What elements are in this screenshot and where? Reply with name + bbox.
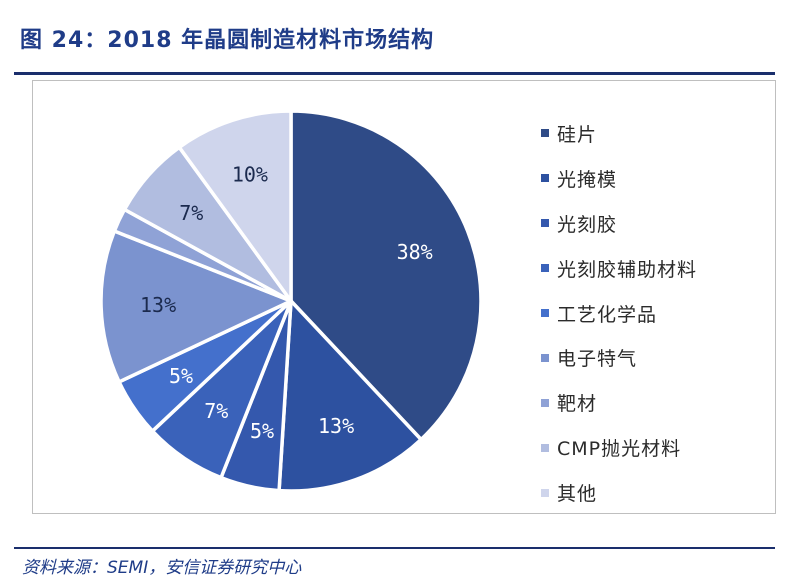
legend-item-9: 其他: [541, 470, 697, 515]
pie-chart: 38% 13% 5% 7% 5% 13% 7% 10%: [99, 109, 483, 493]
legend-swatch: [541, 353, 549, 362]
legend-item-8: CMP抛光材料: [541, 425, 697, 470]
legend-item-4: 光刻胶辅助材料: [541, 246, 697, 291]
legend-label: 光掩模: [557, 168, 618, 191]
slice-label-9: 10%: [232, 163, 268, 187]
legend-item-7: 靶材: [541, 380, 697, 425]
source-note: 资料来源：SEMI，安信证券研究中心: [22, 558, 302, 578]
legend-label: 硅片: [557, 123, 598, 146]
slice-label-8: 7%: [179, 201, 203, 225]
slice-label-6: 13%: [140, 293, 176, 317]
chart-frame: 38% 13% 5% 7% 5% 13% 7% 10% 硅片光掩模光刻胶光刻胶辅助材料 工艺化学…: [32, 80, 776, 514]
legend-label: 电子特气: [557, 348, 638, 371]
legend-swatch: [541, 174, 549, 183]
slice-label-5: 5%: [169, 364, 193, 388]
legend-swatch: [541, 219, 549, 228]
pie-slice-6: [99, 229, 293, 384]
legend-item-5: 工艺化学品: [541, 291, 697, 336]
legend-swatch: [541, 129, 549, 138]
legend-item-1: 硅片: [541, 111, 697, 156]
legend-label: 工艺化学品: [557, 303, 658, 326]
legend-label: 其他: [557, 483, 598, 506]
legend-swatch: [541, 309, 549, 317]
slice-label-2: 13%: [318, 414, 354, 438]
title-divider: [14, 72, 775, 75]
chart-legend: 硅片光掩模光刻胶光刻胶辅助材料 工艺化学品电子特气靶材 CMP抛光材料 其他: [541, 111, 697, 515]
legend-label: 光刻胶: [557, 213, 618, 236]
legend-label: 靶材: [557, 393, 598, 416]
legend-swatch: [541, 264, 549, 273]
legend-item-3: 光刻胶: [541, 201, 697, 246]
legend-item-6: 电子特气: [541, 335, 697, 380]
legend-swatch: [541, 488, 549, 497]
legend-swatch: [541, 443, 549, 452]
slice-label-4: 7%: [204, 399, 228, 423]
source-divider: [14, 547, 775, 549]
slice-label-1: 38%: [397, 240, 433, 264]
pie-slice-1: [289, 109, 483, 442]
legend-label: 光刻胶辅助材料: [557, 258, 698, 281]
pie-slice-2: [277, 299, 423, 493]
slice-label-3: 5%: [250, 419, 274, 443]
figure-title: 图 24：2018 年晶圆制造材料市场结构: [20, 28, 435, 53]
legend-item-2: 光掩模: [541, 156, 697, 201]
pie-slice-9: [177, 109, 293, 303]
legend-label: CMP抛光材料: [557, 438, 682, 461]
legend-swatch: [541, 398, 549, 407]
